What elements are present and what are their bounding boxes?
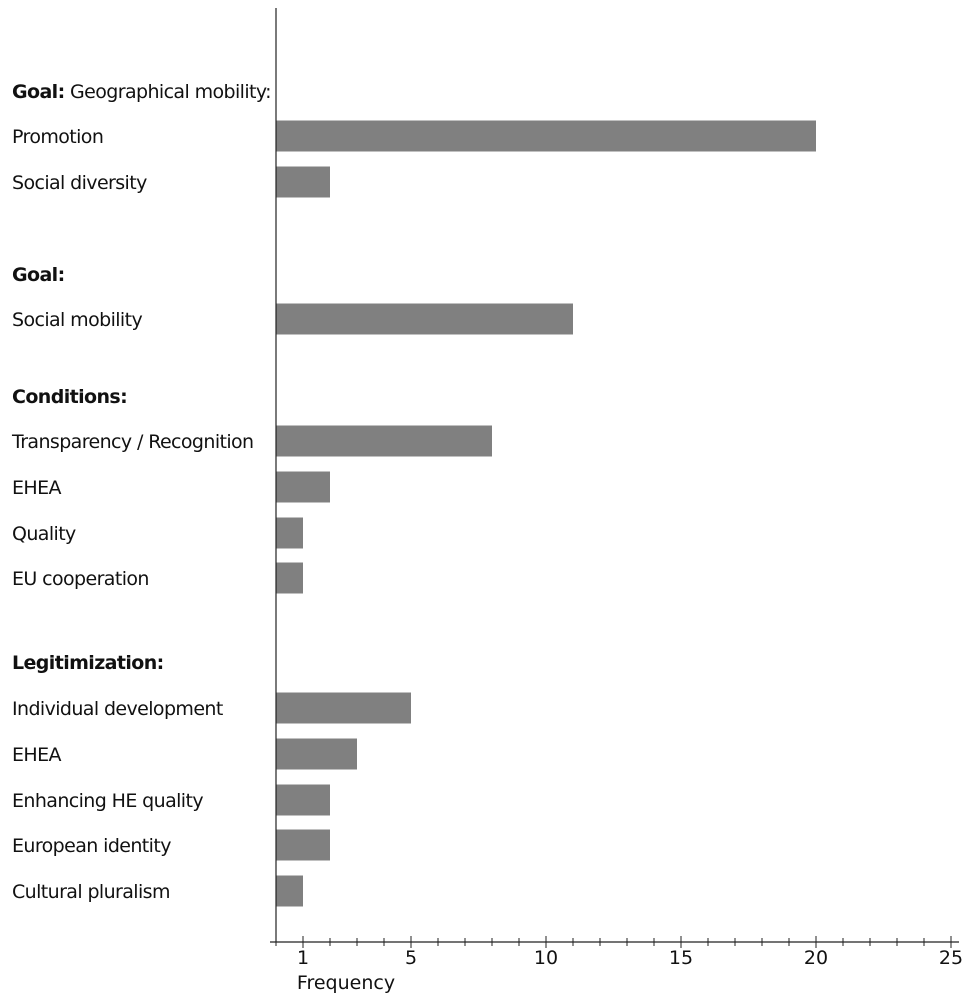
- category-label: European identity: [12, 835, 171, 857]
- group-heading-bold: Legitimization:: [12, 652, 164, 674]
- bar: [276, 829, 330, 861]
- x-tick-label: 15: [669, 947, 693, 969]
- category-label: Promotion: [12, 126, 103, 148]
- x-tick-label: 20: [804, 947, 828, 969]
- bar: [276, 562, 303, 594]
- category-label: Quality: [12, 523, 76, 545]
- category-label: Cultural pluralism: [12, 881, 170, 903]
- x-tick-label: 10: [534, 947, 558, 969]
- category-label: EHEA: [12, 477, 61, 499]
- bar: [276, 471, 330, 503]
- group-heading: Legitimization:: [12, 652, 164, 674]
- bar: [276, 875, 303, 907]
- bar: [276, 120, 816, 152]
- bar: [276, 166, 330, 198]
- category-label: EU cooperation: [12, 568, 149, 590]
- group-heading-bold: Goal:: [12, 264, 65, 286]
- category-label: Individual development: [12, 698, 223, 720]
- category-label: EHEA: [12, 744, 61, 766]
- category-label: Social mobility: [12, 309, 142, 331]
- bar: [276, 784, 330, 816]
- group-heading: Conditions:: [12, 386, 127, 408]
- category-label: Transparency / Recognition: [11, 431, 254, 453]
- bar: [276, 425, 492, 457]
- bar: [276, 517, 303, 549]
- category-label: Social diversity: [12, 172, 147, 194]
- x-tick-label: 1: [297, 947, 309, 969]
- bar: [276, 692, 411, 724]
- x-axis-title: Frequency: [297, 972, 395, 993]
- chart-rows: Goal: Geographical mobility: Promotion Soc…: [11, 81, 816, 907]
- category-label: Enhancing HE quality: [12, 790, 203, 812]
- group-heading-bold: Conditions:: [12, 386, 127, 408]
- bar: [276, 738, 357, 770]
- x-axis-ticks: 1 5 10 15 20 25: [275, 936, 963, 969]
- group-heading-rest: Geographical mobility:: [65, 81, 271, 103]
- group-heading-bold: Goal:: [12, 81, 65, 103]
- group-heading: Goal: Geographical mobility:: [12, 81, 271, 103]
- group-heading: Goal:: [12, 264, 65, 286]
- bar: [276, 303, 573, 335]
- x-tick-label: 25: [939, 947, 963, 969]
- x-tick-label: 5: [405, 947, 417, 969]
